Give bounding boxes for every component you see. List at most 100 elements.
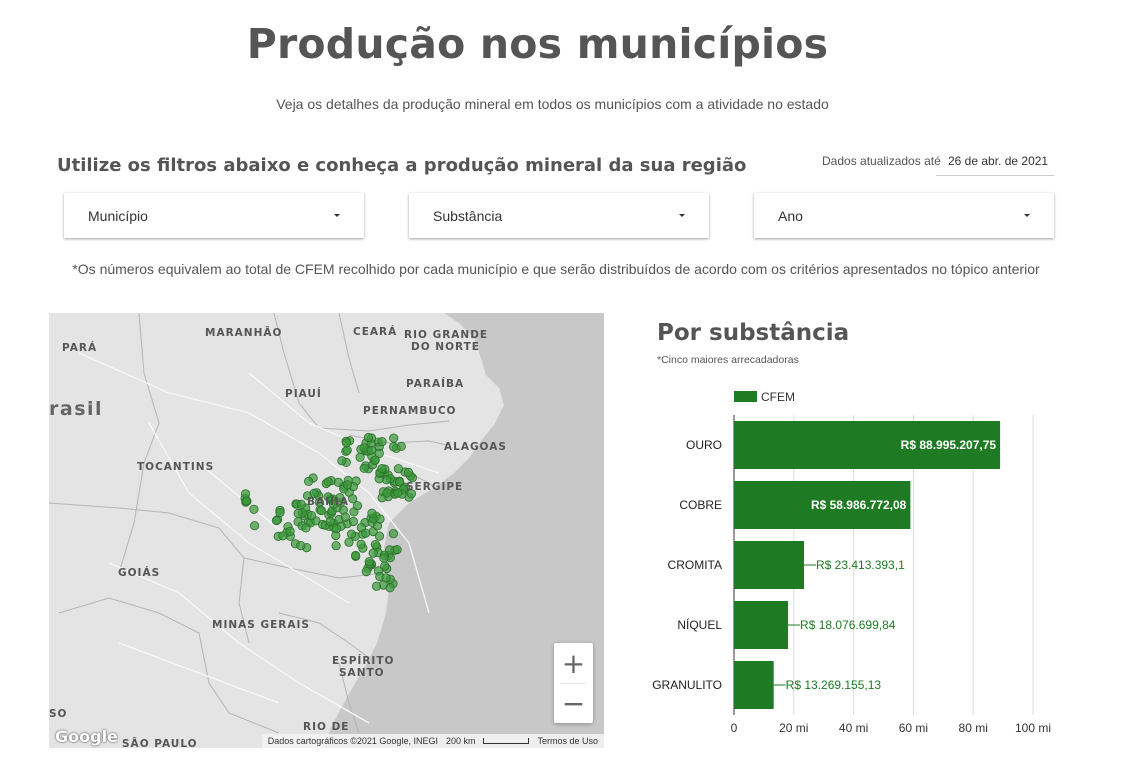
scale-label[interactable]: 200 km	[445, 736, 476, 746]
map-marker[interactable]	[394, 477, 405, 487]
map-marker[interactable]	[325, 516, 335, 527]
map-marker[interactable]	[393, 488, 403, 498]
map-marker[interactable]	[323, 477, 333, 487]
map-marker[interactable]	[340, 512, 350, 522]
map-marker[interactable]	[377, 464, 387, 474]
map-marker[interactable]	[301, 523, 311, 533]
x-tick-label: 80 mi	[959, 721, 988, 735]
bar[interactable]	[734, 601, 789, 649]
map-marker[interactable]	[374, 531, 385, 541]
map-label-es2: SANTO	[339, 667, 385, 679]
map-marker[interactable]	[328, 499, 339, 509]
map-marker[interactable]	[381, 573, 391, 583]
map-marker[interactable]	[359, 463, 369, 473]
bar[interactable]	[734, 481, 911, 529]
map-marker[interactable]	[296, 541, 306, 551]
map-marker[interactable]	[370, 455, 380, 465]
map-marker[interactable]	[388, 442, 399, 452]
legend-swatch	[734, 391, 757, 402]
map-marker[interactable]	[370, 540, 380, 550]
map-marker[interactable]	[342, 480, 353, 490]
map-marker[interactable]	[285, 526, 295, 536]
map-marker[interactable]	[367, 508, 377, 518]
map-label-brasil: rasil	[49, 398, 104, 420]
map-marker[interactable]	[389, 433, 399, 443]
bar[interactable]	[734, 421, 1001, 469]
zoom-divider	[560, 683, 587, 684]
map-label-saopaulo: SÃO PAULO	[122, 738, 198, 748]
ano-dropdown[interactable]: Ano	[754, 193, 1054, 238]
substance-bar-chart[interactable]: 0 20 mi 40 mi 60 mi 80 mi 100 mi CFEM OURO R$ 88…	[630, 380, 1070, 750]
map-marker[interactable]	[361, 567, 371, 577]
map-marker[interactable]	[379, 553, 389, 563]
map-marker[interactable]	[337, 456, 347, 466]
map-marker[interactable]	[271, 515, 282, 526]
map-marker[interactable]	[377, 437, 387, 447]
zoom-in-button[interactable]: +	[561, 646, 586, 680]
map-label-bahia: BAHIA	[307, 496, 349, 508]
data-label: R$ 58.986.772,08	[811, 498, 907, 512]
legend-label: CFEM	[761, 390, 795, 404]
map-marker[interactable]	[250, 521, 260, 531]
map-label-rn2: DO NORTE	[411, 341, 480, 353]
bar[interactable]	[734, 661, 774, 709]
map-marker[interactable]	[296, 499, 306, 509]
map-marker[interactable]	[393, 464, 403, 474]
municipio-dropdown[interactable]: Município	[64, 193, 364, 238]
map-marker[interactable]	[335, 493, 345, 503]
map-attribution: Dados cartográficos ©2021 Google, INEGI …	[261, 734, 604, 748]
caret-down-icon	[334, 214, 340, 217]
map-marker[interactable]	[331, 541, 341, 551]
map-marker[interactable]	[368, 548, 378, 558]
map-marker[interactable]	[371, 581, 382, 591]
filters-heading: Utilize os filtros abaixo e conheça a pr…	[57, 155, 747, 176]
map-marker[interactable]	[363, 432, 373, 443]
map-marker[interactable]	[293, 508, 303, 518]
attribution-text[interactable]: Dados cartográficos ©2021 Google, INEGI	[267, 736, 438, 746]
map-marker[interactable]	[249, 504, 259, 514]
map-marker[interactable]	[380, 561, 390, 571]
x-tick-label: 0	[731, 721, 738, 735]
map-marker[interactable]	[375, 514, 385, 524]
map-marker[interactable]	[278, 531, 288, 541]
map-marker[interactable]	[348, 494, 358, 504]
map-marker[interactable]	[275, 507, 285, 518]
map-marker[interactable]	[406, 489, 416, 499]
map-marker[interactable]	[348, 516, 358, 527]
updated-label: Dados atualizados até	[822, 154, 941, 168]
map-marker[interactable]	[382, 488, 392, 498]
map-marker[interactable]	[350, 550, 361, 561]
zoom-out-button[interactable]: −	[561, 686, 586, 720]
x-tick-label: 40 mi	[839, 721, 868, 735]
map-marker[interactable]	[331, 524, 342, 534]
map-marker[interactable]	[346, 529, 357, 539]
municipios-map[interactable]: PARÁ MARANHÃO CEARÁ RIO GRANDE DO NORTE …	[49, 313, 604, 748]
updated-date-field[interactable]: 26 de abr. de 2021	[936, 148, 1054, 176]
map-marker[interactable]	[366, 445, 376, 455]
map-marker[interactable]	[316, 506, 326, 516]
map-marker[interactable]	[309, 488, 319, 498]
map-marker[interactable]	[333, 477, 343, 487]
map-marker[interactable]	[355, 452, 365, 462]
map-marker[interactable]	[396, 441, 406, 451]
map-markers[interactable]	[240, 432, 417, 593]
map-marker[interactable]	[344, 537, 354, 547]
map-label-goias: GOIÁS	[118, 567, 161, 579]
map-marker[interactable]	[388, 529, 398, 539]
map-marker[interactable]	[352, 501, 363, 511]
map-marker[interactable]	[304, 476, 314, 486]
map-marker[interactable]	[364, 557, 374, 567]
map-marker[interactable]	[356, 539, 366, 549]
google-logo[interactable]: Google	[55, 727, 118, 746]
map-marker[interactable]	[341, 438, 352, 448]
bar[interactable]	[734, 541, 805, 589]
map-marker[interactable]	[306, 511, 317, 521]
map-marker[interactable]	[403, 467, 414, 477]
map-marker[interactable]	[241, 496, 251, 506]
chart-title: Por substância	[657, 320, 850, 346]
x-tick-label: 20 mi	[779, 721, 808, 735]
substancia-dropdown[interactable]: Substância	[409, 193, 709, 238]
terms-link[interactable]: Termos de Uso	[537, 736, 598, 746]
map-marker[interactable]	[356, 523, 366, 533]
zoom-control: + −	[554, 643, 593, 723]
